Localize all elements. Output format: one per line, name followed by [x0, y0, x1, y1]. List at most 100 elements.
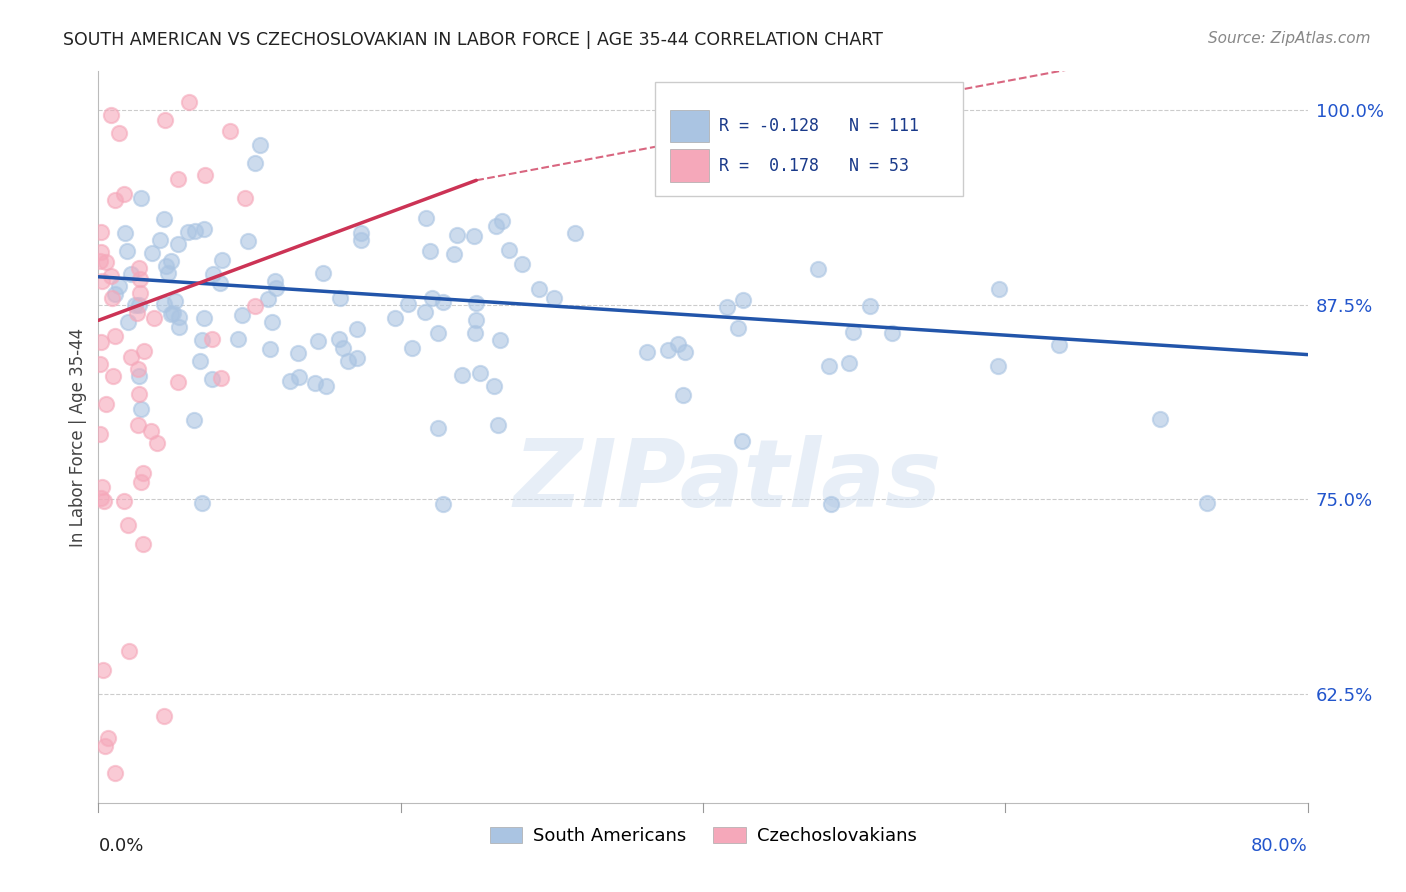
South Americans — [987, 359, 1010, 373]
Czechoslovakians — [100, 269, 122, 284]
South Americans — [162, 306, 184, 320]
South Americans — [882, 326, 904, 340]
Czechoslovakians — [90, 225, 112, 239]
FancyBboxPatch shape — [655, 82, 963, 195]
South Americans — [328, 332, 350, 346]
Czechoslovakians — [153, 113, 176, 128]
Czechoslovakians — [142, 311, 165, 326]
South Americans — [153, 212, 176, 227]
South Americans — [427, 421, 450, 435]
South Americans — [163, 293, 186, 308]
South Americans — [1049, 337, 1071, 351]
South Americans — [312, 266, 335, 280]
South Americans — [193, 222, 215, 236]
South Americans — [129, 191, 152, 205]
Czechoslovakians — [91, 664, 114, 678]
South Americans — [422, 291, 444, 305]
South Americans — [188, 354, 211, 368]
Czechoslovakians — [90, 491, 112, 505]
Text: 80.0%: 80.0% — [1251, 837, 1308, 855]
South Americans — [727, 320, 749, 334]
Czechoslovakians — [101, 369, 124, 384]
South Americans — [838, 356, 860, 370]
South Americans — [129, 402, 152, 417]
South Americans — [350, 227, 373, 241]
South Americans — [451, 368, 474, 382]
Czechoslovakians — [93, 739, 115, 753]
Czechoslovakians — [139, 424, 162, 438]
Czechoslovakians — [128, 261, 150, 276]
Text: R =  0.178   N = 53: R = 0.178 N = 53 — [718, 156, 908, 175]
South Americans — [141, 246, 163, 260]
Czechoslovakians — [94, 397, 117, 411]
Czechoslovakians — [166, 171, 188, 186]
South Americans — [672, 388, 695, 402]
Czechoslovakians — [153, 708, 176, 723]
South Americans — [527, 282, 550, 296]
South Americans — [191, 496, 214, 510]
South Americans — [231, 308, 253, 322]
South Americans — [304, 376, 326, 391]
Text: SOUTH AMERICAN VS CZECHOSLOVAKIAN IN LABOR FORCE | AGE 35-44 CORRELATION CHART: SOUTH AMERICAN VS CZECHOSLOVAKIAN IN LAB… — [63, 31, 883, 49]
South Americans — [328, 291, 350, 305]
South Americans — [820, 497, 842, 511]
South Americans — [211, 252, 233, 267]
Czechoslovakians — [127, 361, 149, 376]
Czechoslovakians — [132, 344, 155, 359]
South Americans — [153, 297, 176, 311]
Czechoslovakians — [129, 475, 152, 489]
Czechoslovakians — [243, 299, 266, 313]
South Americans — [485, 219, 508, 234]
South Americans — [384, 310, 406, 325]
South Americans — [731, 434, 754, 448]
South Americans — [498, 244, 520, 258]
Czechoslovakians — [100, 108, 122, 122]
Czechoslovakians — [209, 371, 232, 385]
Czechoslovakians — [89, 357, 111, 371]
South Americans — [510, 257, 533, 271]
South Americans — [564, 226, 586, 240]
Czechoslovakians — [194, 168, 217, 182]
Czechoslovakians — [177, 95, 200, 110]
South Americans — [463, 229, 485, 244]
South Americans — [636, 344, 658, 359]
South Americans — [1149, 412, 1171, 426]
South Americans — [859, 300, 882, 314]
South Americans — [413, 305, 436, 319]
Czechoslovakians — [129, 286, 152, 301]
Czechoslovakians — [89, 254, 111, 268]
South Americans — [464, 326, 486, 340]
South Americans — [208, 277, 231, 291]
South Americans — [167, 236, 190, 251]
South Americans — [287, 346, 309, 360]
South Americans — [488, 334, 510, 348]
South Americans — [124, 298, 146, 312]
South Americans — [157, 266, 180, 280]
South Americans — [401, 341, 423, 355]
South Americans — [842, 326, 865, 340]
Text: ZIPatlas: ZIPatlas — [513, 435, 941, 527]
South Americans — [183, 413, 205, 427]
South Americans — [432, 294, 454, 309]
Czechoslovakians — [218, 123, 240, 137]
South Americans — [427, 326, 450, 340]
South Americans — [807, 261, 830, 276]
Legend: South Americans, Czechoslovakians: South Americans, Czechoslovakians — [482, 820, 924, 852]
South Americans — [167, 320, 190, 334]
Czechoslovakians — [94, 255, 117, 269]
Czechoslovakians — [104, 329, 127, 343]
South Americans — [464, 296, 486, 310]
South Americans — [184, 224, 207, 238]
South Americans — [120, 267, 142, 281]
Czechoslovakians — [132, 537, 155, 551]
Czechoslovakians — [129, 272, 152, 286]
Czechoslovakians — [235, 191, 257, 205]
South Americans — [148, 233, 170, 247]
Czechoslovakians — [120, 351, 142, 365]
South Americans — [666, 337, 689, 351]
South Americans — [988, 282, 1011, 296]
FancyBboxPatch shape — [671, 111, 709, 143]
South Americans — [336, 353, 359, 368]
Text: R = -0.128   N = 111: R = -0.128 N = 111 — [718, 117, 918, 136]
South Americans — [243, 155, 266, 169]
